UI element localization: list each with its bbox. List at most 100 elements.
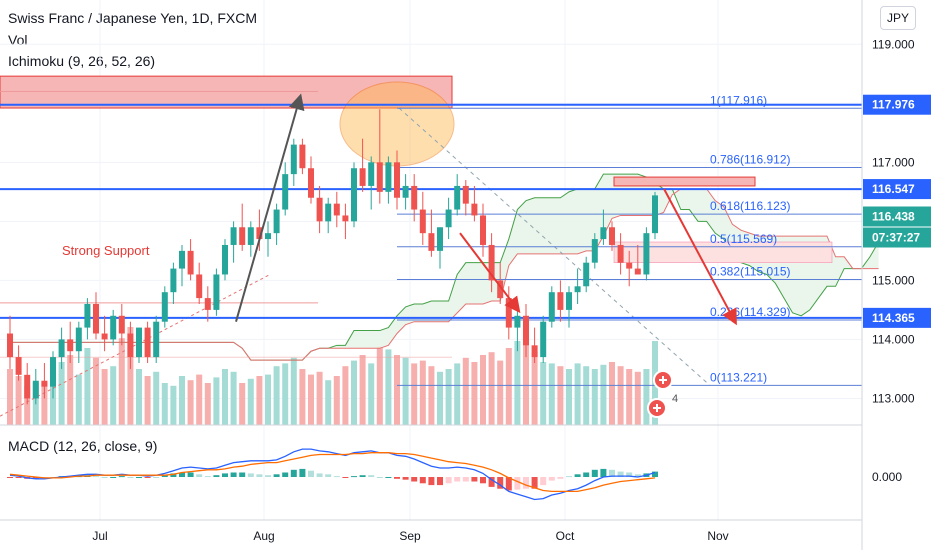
candle-body — [557, 292, 564, 310]
volume-bar — [454, 363, 461, 425]
candle — [230, 221, 237, 263]
candle — [342, 203, 349, 240]
volume-bar — [583, 366, 590, 425]
volume-bar — [290, 357, 297, 425]
annotations: Strong Support — [0, 75, 862, 417]
macd-tick-label: 0.000 — [872, 470, 902, 484]
candle-body — [15, 357, 22, 375]
volume-bar — [179, 376, 185, 425]
candle — [265, 221, 271, 257]
candle-body — [566, 292, 572, 310]
candle — [67, 321, 74, 364]
volume-bar — [316, 371, 323, 425]
strong-support-label: Strong Support — [62, 243, 150, 258]
candle-body — [273, 209, 280, 234]
ichimoku-indicator-label[interactable]: Ichimoku (9, 26, 52, 26) — [8, 53, 156, 69]
candle-body — [497, 280, 504, 299]
volume-bar — [626, 369, 633, 425]
volume-bar — [222, 369, 228, 425]
macd-histogram-bar — [591, 469, 598, 477]
candle-body — [342, 215, 349, 222]
currency-button[interactable]: JPY — [880, 6, 916, 30]
candle — [600, 209, 607, 245]
arrows — [235, 93, 737, 326]
volume-bar — [127, 327, 134, 425]
macd-histogram-bar — [316, 473, 323, 477]
macd-histogram-bar — [256, 474, 263, 477]
candle — [359, 138, 366, 192]
candle-body — [617, 244, 624, 263]
candle — [531, 327, 538, 364]
price-label-bg — [863, 307, 931, 328]
macd-histogram-bar — [566, 476, 572, 478]
candle-body — [437, 227, 443, 251]
fib-level-label: 0.5(115.569) — [710, 232, 777, 246]
volume-bar — [308, 374, 314, 425]
fib-level-label: 0.236(114.329) — [710, 305, 791, 319]
candle — [256, 209, 263, 251]
macd-histogram-bar — [488, 477, 495, 487]
price-label-text: 117.976 — [872, 98, 915, 112]
macd-indicator-label[interactable]: MACD (12, 26, close, 9) — [8, 438, 158, 454]
volume-bar — [437, 371, 443, 425]
event-badges: 4 — [647, 370, 678, 418]
volume-bar — [282, 363, 289, 425]
macd-histogram-bar — [480, 477, 486, 484]
candle-body — [170, 268, 177, 293]
volume-bar — [325, 380, 332, 425]
candle — [239, 203, 246, 251]
chart-title: Swiss Franc / Japanese Yen, 1D, FXCM — [8, 10, 257, 26]
candle-body — [247, 227, 254, 245]
fib-level-label: 0.786(116.912) — [710, 153, 791, 167]
price-tick-label: 113.000 — [872, 391, 915, 405]
candle — [652, 191, 658, 240]
signal-line — [9, 452, 656, 493]
macd-histogram-bar — [385, 477, 392, 478]
volume-bar — [239, 383, 246, 425]
candle — [480, 203, 486, 257]
price-label-bg — [863, 179, 931, 200]
volume-bar — [591, 369, 598, 425]
macd-histogram-bar — [609, 469, 615, 477]
price-label: 116.438 — [863, 206, 931, 227]
price-tick-label: 117.000 — [872, 155, 915, 169]
candle-body — [290, 144, 297, 175]
volume-bar — [376, 346, 383, 425]
time-tick-label: Sep — [399, 529, 421, 543]
candle — [583, 256, 590, 293]
candle — [58, 327, 65, 369]
macd-histogram-bar — [247, 473, 254, 477]
macd-pane — [7, 448, 658, 501]
candle — [411, 174, 418, 222]
volume-bar — [67, 355, 74, 425]
candle — [368, 156, 375, 210]
candle-body — [24, 374, 31, 399]
price-label-text: 116.438 — [872, 210, 915, 224]
candle-body — [101, 333, 108, 340]
volume-bar — [394, 355, 400, 425]
price-label-text: 116.547 — [872, 182, 915, 196]
price-axis: 119.000118.000117.000116.000115.000114.0… — [861, 0, 931, 550]
volume-bar — [170, 385, 177, 425]
candle-body — [643, 233, 650, 275]
macd-histogram-bar — [531, 477, 538, 489]
price-tick-label: 119.000 — [872, 37, 915, 51]
candle-body — [505, 298, 512, 328]
candle — [213, 268, 220, 316]
macd-histogram-bar — [290, 469, 297, 477]
volume-bar — [247, 378, 254, 425]
candle — [7, 315, 13, 369]
trend-line — [0, 274, 271, 417]
candle — [290, 138, 297, 186]
macd-histogram-bar — [170, 473, 177, 477]
macd-histogram-bar — [136, 477, 142, 478]
fib-level-label: 0.618(116.123) — [710, 199, 791, 213]
time-tick-label: Jul — [92, 529, 107, 543]
candle-body — [256, 227, 263, 240]
candle — [437, 227, 443, 269]
volume-bar — [514, 341, 521, 425]
candle — [299, 138, 306, 175]
volume-bar — [58, 362, 65, 425]
candle-body — [144, 327, 151, 358]
